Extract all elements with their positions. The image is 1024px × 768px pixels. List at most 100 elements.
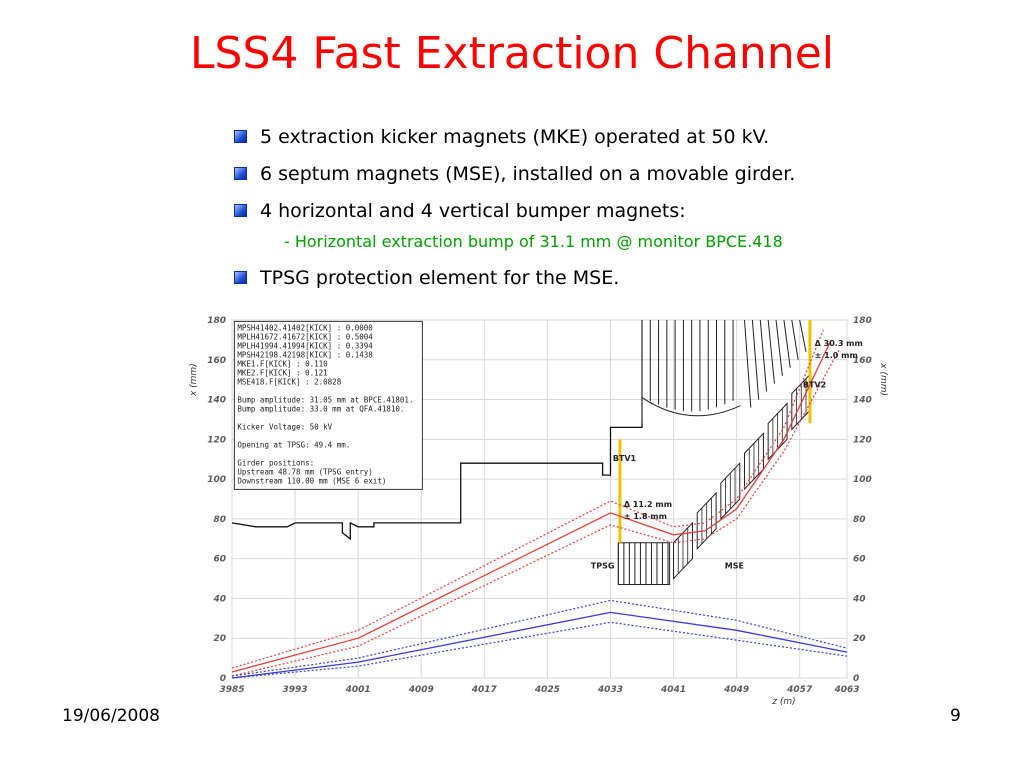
y-tick-label-right: 0: [853, 674, 859, 684]
y-tick-label-left: 180: [207, 316, 226, 326]
x-tick-label: 4057: [786, 685, 813, 695]
magnet-plate: [791, 319, 799, 360]
mse-septum: [767, 402, 788, 461]
mse-septum: [744, 432, 764, 491]
btv1-delta-label: Δ 11.2 mm: [624, 500, 672, 509]
x-tick-label: 4025: [534, 685, 560, 695]
bullet-square-icon: [234, 204, 247, 217]
y-tick-label-left: 140: [207, 396, 226, 406]
x-tick-label: 4033: [597, 685, 623, 695]
info-box: MPSH41402.41402[KICK] : 0.0000MPLH41672.…: [233, 320, 423, 490]
bullet-square-icon: [234, 130, 247, 143]
y-tick-label-left: 40: [212, 594, 226, 604]
y-tick-label-left: 100: [207, 475, 226, 485]
mse-label: MSE: [725, 562, 744, 571]
info-box-line: Bump amplitude: 33.0 mm at QFA.41810.: [237, 404, 404, 413]
bullet-item: TPSG protection element for the MSE.: [234, 265, 954, 302]
y-axis-label-left: x (mm): [189, 363, 199, 397]
bullet-text: TPSG protection element for the MSE.: [260, 267, 620, 289]
mse-septum: [720, 461, 741, 521]
y-axis-label-right: x (mm): [878, 362, 888, 396]
btv2-error-label: ± 1.0 mm: [815, 351, 858, 360]
magnet-plate: [767, 319, 775, 384]
bullet-square-icon: [234, 271, 247, 284]
beam-envelope-chart: 0 0 20 20 40 40 60 60 80 80 100 100 120 120 140 140 160 1…: [180, 310, 900, 720]
series-line: [231, 349, 840, 677]
tpsg-block: [617, 542, 671, 586]
magnet-plate: [759, 319, 768, 392]
info-box-line: Opening at TPSG: 49.4 mm.: [237, 440, 350, 449]
chart-ticks: 0 0 20 20 40 40 60 60 80 80 100 100 120 120 140 140 160 1…: [189, 316, 888, 707]
beamline-elements: [617, 319, 812, 586]
mse-septum: [673, 521, 693, 580]
info-box-line: MKE2.F[KICK] : 0.121: [237, 368, 327, 377]
magnet-plate: [799, 319, 807, 352]
btv1-label: BTV1: [613, 454, 637, 463]
magnet-plate: [744, 319, 752, 408]
x-tick-label: 4041: [660, 685, 686, 695]
tpsg-label: TPSG: [591, 562, 615, 571]
x-tick-label: 4017: [471, 685, 498, 695]
info-box-line: MKE1.F[KICK] : 0.110: [237, 359, 328, 368]
x-axis-label: z (m): [771, 697, 795, 707]
info-box-line: MPLH41994.41994[KICK] : 0.3394: [237, 341, 373, 350]
info-box-line: MPSH42198.42198[KICK] : 0.1438: [237, 350, 373, 359]
y-tick-label-right: 140: [853, 396, 872, 406]
info-box-line: MPSH41402.41402[KICK] : 0.0000: [237, 323, 373, 332]
bullet-text: 4 horizontal and 4 vertical bumper magne…: [260, 200, 686, 222]
y-tick-label-right: 120: [853, 435, 872, 445]
y-tick-label-right: 180: [853, 316, 872, 326]
bullet-item: 4 horizontal and 4 vertical bumper magne…: [234, 198, 954, 235]
y-tick-label-left: 20: [213, 634, 226, 644]
series-line: [231, 320, 643, 541]
btv2-label: BTV2: [803, 381, 826, 390]
btv1-error-label: ± 1.8 mm: [624, 512, 667, 521]
y-tick-label-left: 160: [207, 356, 226, 366]
y-tick-label-right: 100: [853, 475, 872, 485]
bullet-square-icon: [234, 167, 247, 180]
x-tick-label: 3985: [219, 685, 244, 695]
y-tick-label-right: 60: [853, 555, 866, 565]
info-box-line: MSE418.F[KICK] : 2.0828: [237, 377, 341, 386]
element-labels: BTV1 BTV2 TPSG MSE Δ 11.2 mm ± 1.8 mm Δ 30.3 m…: [591, 339, 863, 571]
y-tick-label-right: 20: [853, 634, 866, 644]
magnet-plate: [751, 319, 760, 400]
x-tick-label: 4063: [833, 685, 859, 695]
magnet-plate: [783, 319, 791, 368]
slide-title: LSS4 Fast Extraction Channel: [190, 28, 834, 79]
magnet-outline: [641, 397, 741, 417]
info-box-line: MPLH41672.41672[KICK] : 0.5004: [237, 332, 373, 341]
bullet-item: 6 septum magnets (MSE), installed on a m…: [234, 161, 954, 198]
info-box-line: Upstream 48.78 mm (TPSG entry): [237, 467, 372, 476]
y-tick-label-left: 120: [207, 435, 226, 445]
series-line: [231, 339, 832, 673]
sub-bullet-text: - Horizontal extraction bump of 31.1 mm …: [284, 232, 783, 251]
bullet-text: 6 septum magnets (MSE), installed on a m…: [260, 163, 796, 185]
y-tick-label-right: 40: [852, 594, 866, 604]
x-tick-label: 4001: [345, 685, 371, 695]
y-tick-label-left: 0: [220, 674, 226, 684]
info-box-line: Bump amplitude: 31.05 mm at BPCE.41801.: [237, 395, 413, 404]
footer-date: 19/06/2008: [62, 706, 160, 726]
magnet-plate: [775, 319, 783, 376]
page-number: 9: [950, 706, 961, 726]
series-line: [231, 599, 848, 677]
y-tick-label-left: 80: [213, 515, 226, 525]
x-tick-label: 4049: [723, 685, 749, 695]
info-box-frame: [233, 320, 423, 490]
bullet-list: 5 extraction kicker magnets (MKE) operat…: [234, 124, 954, 302]
x-tick-label: 4009: [408, 685, 434, 695]
info-box-line: Downstream 110.00 mm (MSE 6 exit): [237, 476, 386, 485]
series-line: [231, 621, 848, 679]
y-tick-label-right: 160: [853, 356, 872, 366]
series-line: [231, 611, 848, 679]
btv2-delta-label: Δ 30.3 mm: [815, 339, 863, 348]
y-tick-label-left: 60: [213, 555, 226, 565]
x-tick-label: 3993: [283, 685, 308, 695]
bullet-text: 5 extraction kicker magnets (MKE) operat…: [260, 126, 770, 148]
bullet-item: 5 extraction kicker magnets (MKE) operat…: [234, 124, 954, 161]
y-tick-label-right: 80: [853, 515, 866, 525]
chart-series: [231, 320, 848, 679]
info-box-line: Kicker Voltage: 50 kV: [237, 422, 332, 431]
info-box-line: Girder positions:: [237, 458, 314, 467]
